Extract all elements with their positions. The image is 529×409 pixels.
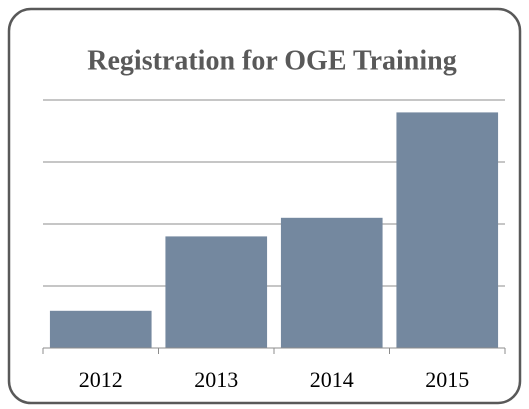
x-tick-label: 2015 — [425, 367, 469, 392]
x-tick-label: 2012 — [79, 367, 123, 392]
chart-frame — [7, 7, 522, 405]
bar — [165, 236, 268, 348]
x-tick-label: 2013 — [194, 367, 238, 392]
x-tick-label: 2014 — [310, 367, 354, 392]
bar — [49, 310, 152, 348]
chart-title: Registration for OGE Training — [87, 45, 456, 76]
bar — [280, 217, 383, 348]
bar — [396, 112, 499, 349]
